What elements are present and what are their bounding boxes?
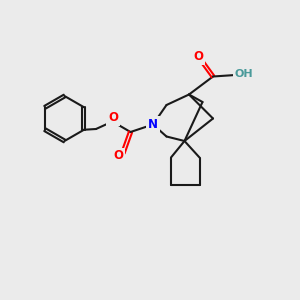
- Text: O: O: [108, 111, 118, 124]
- Text: N: N: [148, 118, 158, 131]
- Text: OH: OH: [235, 69, 253, 80]
- Text: O: O: [194, 50, 204, 64]
- Text: O: O: [113, 149, 124, 163]
